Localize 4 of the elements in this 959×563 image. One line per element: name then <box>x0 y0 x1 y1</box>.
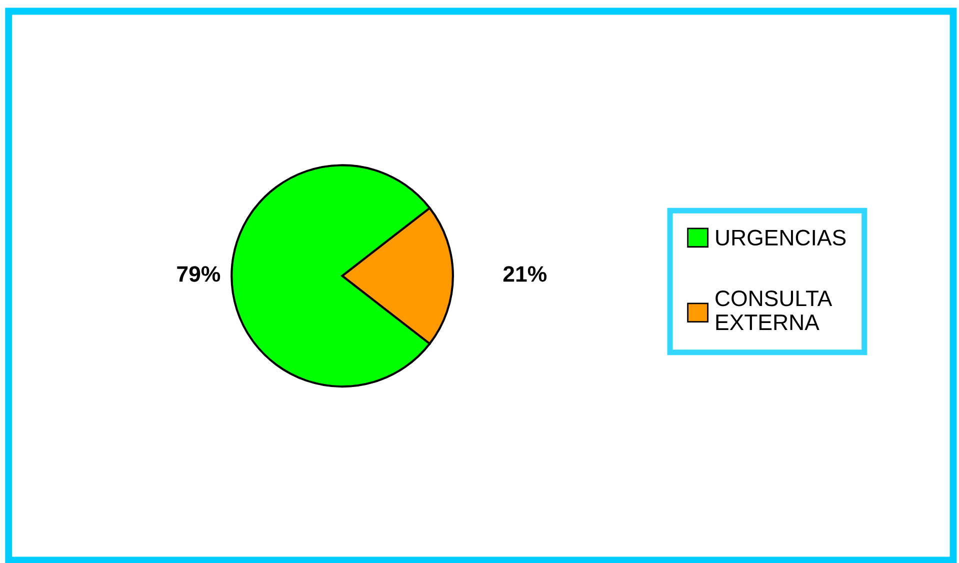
legend-label: URGENCIAS <box>716 230 846 246</box>
legend-label: CONSULTA EXTERNA <box>716 290 832 330</box>
data-label: 21% <box>503 266 547 282</box>
data-label: 79% <box>177 266 220 282</box>
